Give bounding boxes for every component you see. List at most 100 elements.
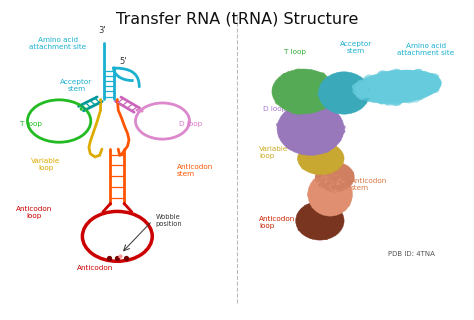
Circle shape (327, 179, 330, 181)
Circle shape (302, 128, 307, 131)
Circle shape (345, 99, 351, 103)
Circle shape (363, 83, 369, 87)
Circle shape (331, 188, 337, 192)
Circle shape (373, 82, 384, 90)
Circle shape (335, 186, 338, 188)
Circle shape (293, 78, 299, 82)
Circle shape (371, 83, 379, 89)
Circle shape (327, 89, 332, 93)
Circle shape (334, 108, 338, 111)
Circle shape (337, 208, 343, 212)
Circle shape (414, 86, 424, 92)
Circle shape (426, 85, 438, 92)
Circle shape (381, 74, 388, 79)
Circle shape (356, 91, 368, 99)
Circle shape (319, 216, 323, 219)
Circle shape (325, 144, 330, 148)
Circle shape (420, 88, 430, 95)
Circle shape (311, 96, 318, 101)
Ellipse shape (277, 102, 344, 155)
Circle shape (314, 233, 318, 235)
Circle shape (325, 104, 329, 107)
Circle shape (331, 76, 336, 79)
Circle shape (356, 92, 363, 97)
Circle shape (343, 199, 349, 203)
Circle shape (318, 129, 325, 133)
Circle shape (315, 146, 322, 151)
Circle shape (332, 211, 337, 214)
Circle shape (306, 153, 312, 157)
Circle shape (319, 90, 324, 92)
Circle shape (334, 211, 338, 213)
Circle shape (331, 180, 337, 183)
Circle shape (428, 86, 439, 93)
Circle shape (316, 140, 322, 145)
Circle shape (319, 164, 323, 166)
Circle shape (321, 184, 327, 188)
Text: 5': 5' (119, 57, 127, 66)
Circle shape (346, 107, 351, 110)
Circle shape (288, 100, 295, 105)
Circle shape (391, 86, 401, 93)
Circle shape (364, 84, 368, 87)
Circle shape (349, 178, 355, 181)
Circle shape (285, 81, 291, 85)
Circle shape (295, 89, 302, 94)
Circle shape (356, 97, 360, 100)
Circle shape (351, 97, 357, 101)
Circle shape (285, 129, 292, 134)
Circle shape (336, 212, 340, 214)
Circle shape (377, 85, 384, 90)
Circle shape (302, 160, 307, 164)
Text: T loop: T loop (284, 50, 306, 55)
Circle shape (326, 128, 333, 133)
Circle shape (295, 109, 302, 114)
Circle shape (339, 89, 345, 92)
Circle shape (324, 101, 328, 103)
Circle shape (389, 92, 400, 100)
Circle shape (395, 94, 406, 101)
Circle shape (300, 74, 305, 78)
Circle shape (273, 85, 280, 90)
Circle shape (327, 211, 331, 213)
Circle shape (318, 164, 324, 167)
Circle shape (333, 180, 337, 183)
Circle shape (314, 189, 317, 191)
Circle shape (417, 80, 425, 85)
Circle shape (393, 84, 401, 90)
Circle shape (315, 89, 322, 94)
Circle shape (278, 126, 285, 131)
Circle shape (420, 93, 427, 98)
Circle shape (331, 229, 338, 234)
Circle shape (346, 107, 352, 112)
Circle shape (303, 120, 310, 125)
Circle shape (373, 84, 383, 91)
Circle shape (306, 104, 313, 109)
Circle shape (405, 86, 415, 93)
Circle shape (276, 91, 283, 95)
Circle shape (390, 98, 402, 106)
Circle shape (335, 108, 339, 111)
Circle shape (320, 226, 326, 230)
Circle shape (325, 80, 332, 84)
Circle shape (334, 151, 337, 154)
Circle shape (353, 89, 359, 93)
Circle shape (303, 131, 311, 136)
Circle shape (311, 222, 318, 227)
Circle shape (317, 88, 322, 92)
Circle shape (409, 91, 417, 96)
Circle shape (276, 122, 284, 128)
Circle shape (430, 83, 439, 89)
Circle shape (288, 137, 297, 143)
Circle shape (311, 123, 318, 128)
Circle shape (281, 120, 287, 124)
Circle shape (332, 92, 336, 94)
Circle shape (320, 87, 327, 92)
Circle shape (302, 84, 307, 87)
Circle shape (307, 155, 311, 157)
Circle shape (302, 106, 308, 110)
Circle shape (365, 78, 375, 85)
Circle shape (336, 128, 345, 134)
Circle shape (301, 82, 308, 86)
Circle shape (380, 84, 391, 91)
